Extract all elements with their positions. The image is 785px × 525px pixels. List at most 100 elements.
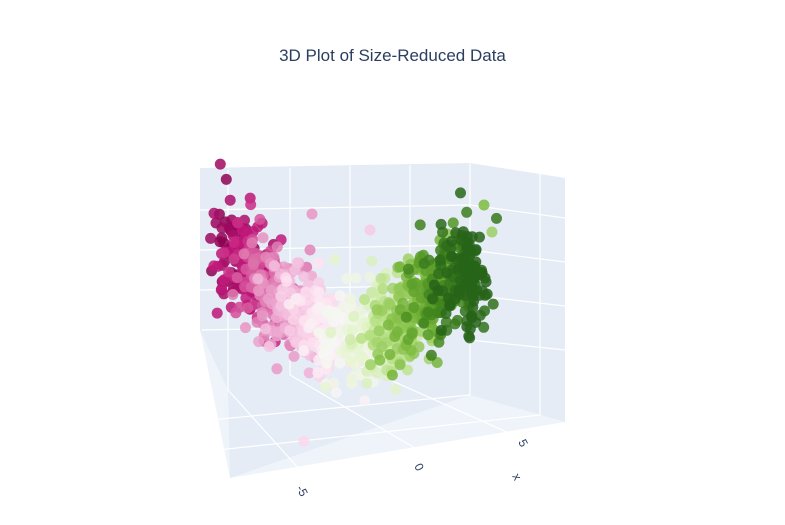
data-point bbox=[447, 217, 459, 229]
data-point bbox=[242, 302, 254, 314]
data-point bbox=[464, 332, 476, 344]
data-point bbox=[218, 247, 230, 259]
data-point bbox=[350, 272, 362, 284]
data-point bbox=[456, 253, 468, 265]
data-point bbox=[422, 306, 434, 318]
data-point bbox=[390, 384, 401, 396]
data-point bbox=[341, 273, 353, 285]
data-point bbox=[313, 327, 325, 339]
data-point bbox=[464, 323, 476, 335]
data-point bbox=[366, 255, 378, 267]
data-point bbox=[230, 307, 242, 319]
data-point bbox=[375, 273, 387, 284]
data-point bbox=[361, 377, 373, 389]
data-point bbox=[364, 359, 376, 371]
data-point bbox=[359, 395, 371, 407]
data-point bbox=[394, 359, 406, 371]
data-point bbox=[314, 302, 326, 313]
data-point bbox=[371, 304, 383, 316]
data-point bbox=[232, 217, 244, 229]
data-point bbox=[476, 267, 488, 279]
data-point bbox=[288, 350, 300, 362]
data-point bbox=[220, 173, 232, 185]
data-point bbox=[487, 298, 499, 310]
data-point bbox=[366, 286, 378, 298]
data-point bbox=[238, 248, 250, 260]
data-point bbox=[470, 256, 482, 268]
data-point bbox=[268, 260, 280, 272]
data-point bbox=[491, 212, 502, 224]
data-point bbox=[260, 323, 272, 335]
data-point bbox=[344, 334, 356, 345]
data-point bbox=[228, 253, 240, 265]
data-point bbox=[240, 322, 251, 334]
data-point bbox=[435, 324, 447, 336]
data-point bbox=[418, 258, 430, 269]
x-axis-label: x bbox=[509, 471, 524, 483]
data-point bbox=[486, 226, 498, 238]
data-point bbox=[280, 272, 292, 284]
data-point bbox=[245, 199, 257, 211]
data-point bbox=[466, 311, 477, 323]
data-point bbox=[414, 219, 426, 231]
data-point bbox=[455, 187, 466, 199]
data-point bbox=[359, 294, 370, 305]
data-point bbox=[345, 293, 357, 305]
data-point bbox=[469, 279, 481, 290]
data-point bbox=[248, 259, 259, 270]
data-point bbox=[433, 268, 445, 280]
data-point bbox=[214, 158, 226, 170]
data-point bbox=[263, 293, 274, 305]
data-point bbox=[435, 218, 447, 230]
grid-line-r bbox=[469, 339, 566, 351]
data-point bbox=[263, 341, 275, 353]
data-point bbox=[432, 285, 444, 296]
data-point bbox=[461, 231, 473, 242]
data-point bbox=[284, 325, 296, 336]
data-point bbox=[466, 287, 478, 299]
data-point bbox=[321, 308, 333, 319]
grid-line-r bbox=[469, 249, 566, 263]
data-point bbox=[257, 232, 269, 244]
data-point bbox=[216, 283, 228, 295]
data-point bbox=[461, 206, 473, 218]
grid-line-h bbox=[199, 204, 471, 211]
data-point bbox=[320, 381, 332, 393]
data-point bbox=[205, 232, 217, 244]
data-point bbox=[331, 306, 343, 318]
data-point bbox=[364, 271, 376, 283]
data-point bbox=[328, 316, 340, 328]
data-point bbox=[240, 292, 252, 304]
data-point bbox=[253, 336, 265, 348]
data-point bbox=[305, 318, 317, 330]
data-point bbox=[287, 314, 299, 326]
data-point bbox=[345, 373, 357, 384]
data-point bbox=[425, 349, 437, 361]
data-point bbox=[479, 289, 491, 301]
data-point bbox=[208, 260, 220, 272]
data-point bbox=[228, 236, 240, 248]
data-point bbox=[298, 345, 310, 357]
grid-line-floor bbox=[217, 414, 541, 451]
data-point bbox=[470, 245, 482, 257]
data-point bbox=[312, 257, 324, 269]
data-point bbox=[364, 224, 376, 236]
data-point bbox=[357, 353, 369, 365]
data-point bbox=[231, 272, 243, 284]
data-point bbox=[298, 271, 310, 283]
data-point bbox=[329, 253, 341, 265]
data-point bbox=[452, 263, 464, 275]
data-point bbox=[452, 314, 463, 326]
data-point bbox=[453, 284, 465, 296]
data-point bbox=[373, 325, 385, 337]
data-point bbox=[346, 324, 358, 336]
data-point bbox=[224, 194, 236, 206]
data-point bbox=[408, 302, 420, 313]
data-point bbox=[446, 235, 458, 247]
data-point bbox=[291, 257, 303, 269]
data-point bbox=[303, 367, 315, 379]
data-point bbox=[223, 266, 235, 278]
data-point bbox=[374, 354, 386, 366]
data-point bbox=[318, 342, 330, 354]
